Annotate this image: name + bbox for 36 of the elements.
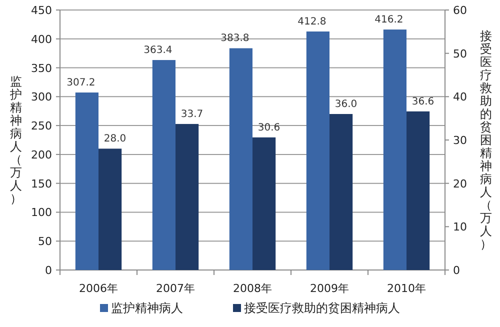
- data-label: 363.4: [144, 45, 172, 56]
- x-tick-label: 2006年: [79, 282, 118, 295]
- y-tick-label: 350: [31, 62, 52, 75]
- y-tick-label: 450: [31, 4, 52, 17]
- y2-tick-label: 20: [453, 177, 467, 190]
- data-label: 383.8: [220, 33, 250, 44]
- x-tick-label: 2008年: [233, 282, 272, 295]
- data-label: 36.0: [334, 99, 358, 110]
- legend-label: 接受医疗救助的贫困精神病人: [244, 301, 400, 315]
- data-label: 36.6: [412, 96, 434, 108]
- y2-tick-label: 10: [453, 220, 467, 234]
- y-tick-label: 100: [31, 206, 52, 220]
- y-tick-label: 0: [45, 264, 52, 277]
- y2-tick-label: 40: [453, 90, 467, 104]
- y2-tick-label: 30: [453, 134, 467, 147]
- text: 监护精神病人（万人）: [10, 74, 22, 206]
- data-label: 412.8: [298, 16, 326, 28]
- y-tick-label: 400: [31, 32, 52, 46]
- y2-tick-label: 50: [453, 47, 467, 60]
- legend-label: 监护精神病人: [111, 301, 183, 315]
- y-tick-label: 250: [31, 120, 52, 133]
- x-tick-label: 2007年: [156, 282, 195, 295]
- x-tick-label: 2010年: [387, 282, 426, 295]
- y-tick-label: 300: [31, 90, 52, 104]
- y-tick-label: 200: [31, 148, 52, 162]
- data-label: 33.7: [180, 108, 204, 120]
- y2-tick-label: 60: [453, 4, 467, 17]
- x-tick-label: 2009年: [310, 282, 349, 295]
- y2-tick-label: 0: [453, 264, 460, 277]
- data-label: 28.0: [104, 134, 126, 145]
- y-tick-label: 50: [38, 235, 52, 248]
- data-label: 30.6: [258, 122, 280, 134]
- data-label: 416.2: [374, 14, 404, 26]
- text: 接受医疗救助的贫困精神病人（万人）: [480, 29, 492, 251]
- y-tick-label: 150: [31, 177, 52, 190]
- data-label: 307.2: [66, 78, 96, 89]
